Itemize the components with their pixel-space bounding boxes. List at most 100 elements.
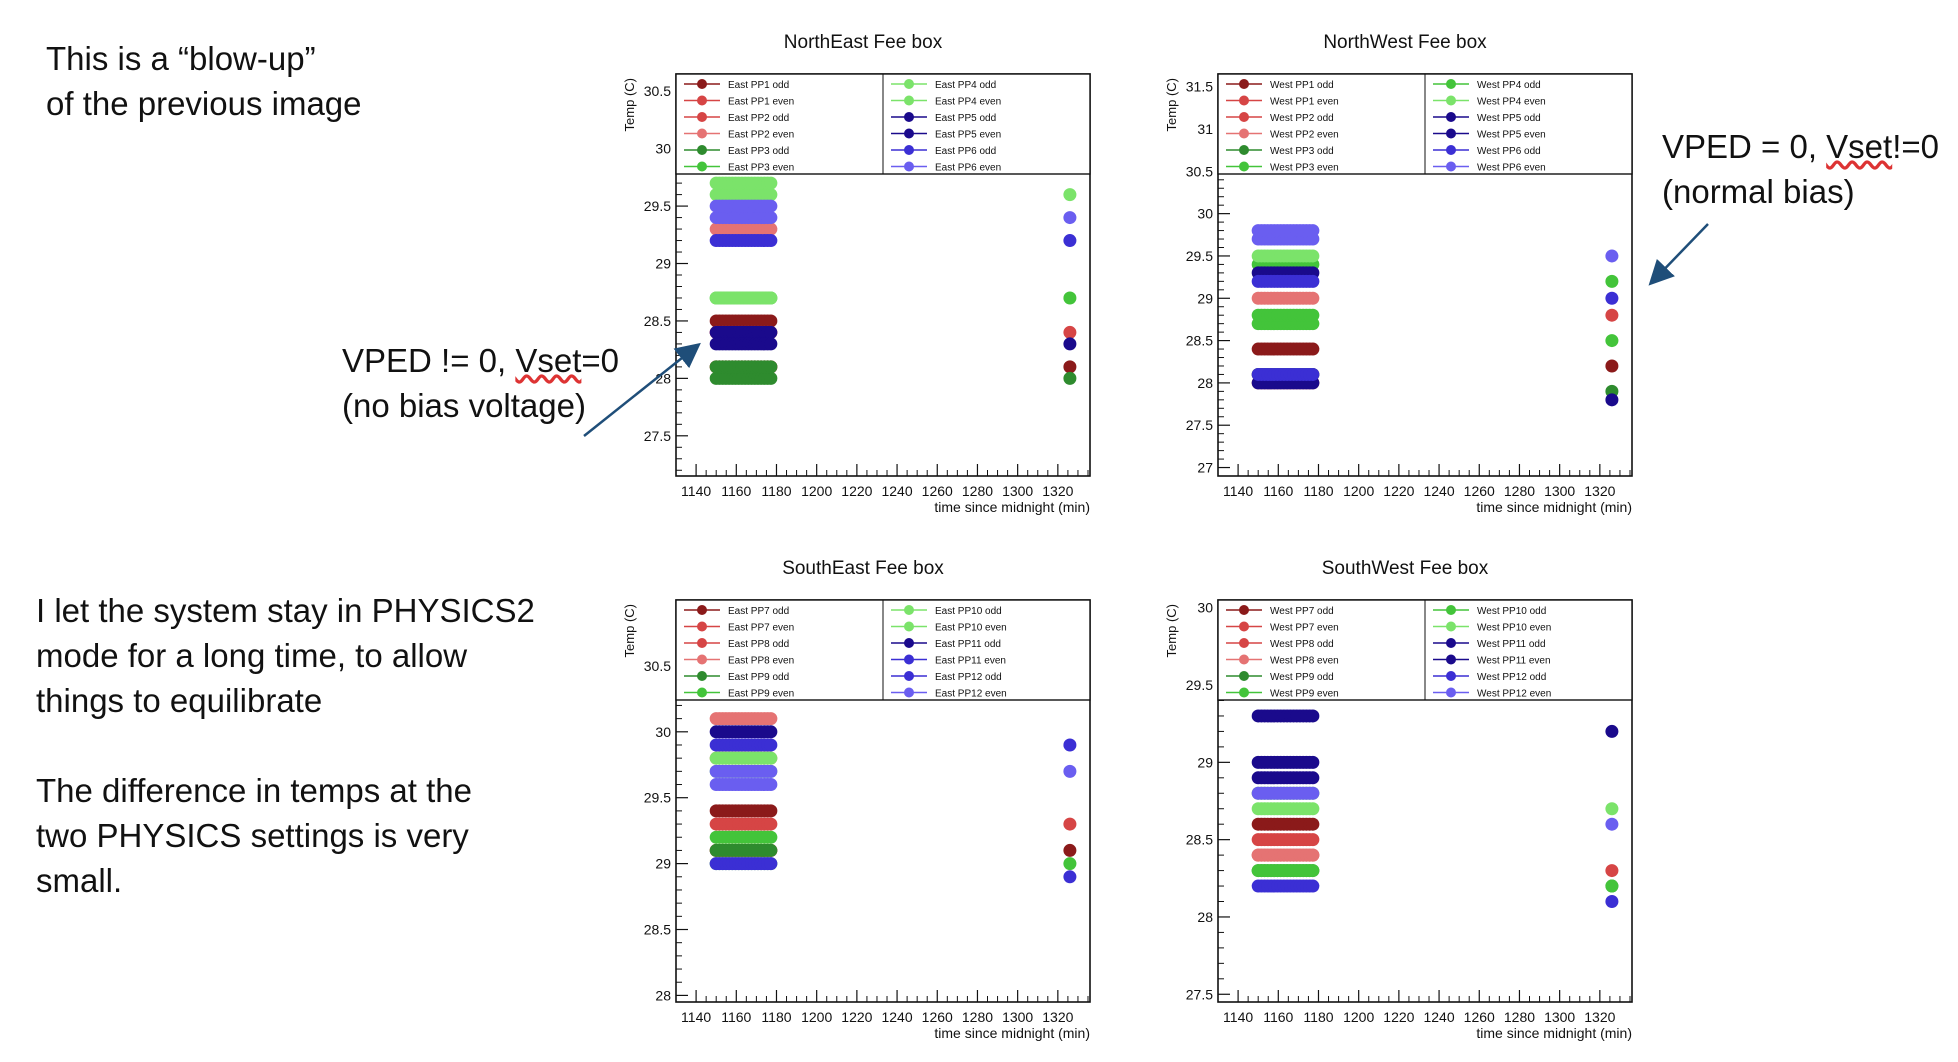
legend-marker <box>1446 145 1456 155</box>
legend-marker <box>904 95 914 106</box>
y-tick-label: 30 <box>1197 600 1213 616</box>
data-point <box>764 843 778 857</box>
legend-entry: East PP11 even <box>891 654 1006 667</box>
legend-marker <box>697 621 707 632</box>
series-west-pp9-even <box>1251 864 1619 893</box>
legend-label: West PP7 even <box>1270 623 1339 634</box>
legend-entry: West PP9 odd <box>1226 671 1334 683</box>
legend-entry: East PP9 odd <box>684 671 789 683</box>
legend-marker <box>904 128 914 139</box>
data-point <box>764 857 778 871</box>
data-point <box>764 211 778 225</box>
x-tick-label: 1160 <box>721 483 751 499</box>
legend-label: East PP8 odd <box>728 639 789 650</box>
x-tick-label: 1280 <box>962 1009 993 1025</box>
legend-entry: East PP12 odd <box>891 671 1002 683</box>
legend-label: West PP12 even <box>1477 689 1551 700</box>
series-east-pp6-odd <box>709 234 1077 248</box>
legend-marker <box>697 145 707 155</box>
x-tick-label: 1300 <box>1002 1009 1033 1025</box>
y-tick-label: 30 <box>1197 206 1213 222</box>
legend-label: West PP3 even <box>1270 163 1339 174</box>
series-east-pp11-odd <box>709 725 778 739</box>
x-tick-label: 1140 <box>681 483 711 499</box>
legend-label: East PP10 even <box>935 623 1007 634</box>
legend-marker <box>904 638 914 648</box>
data-point <box>764 712 778 726</box>
y-tick-label: 27.5 <box>644 428 671 444</box>
legend-entry: West PP12 odd <box>1433 671 1546 683</box>
legend-entry: West PP10 odd <box>1433 605 1546 617</box>
legend-entry: East PP6 even <box>891 161 1001 174</box>
data-point <box>1306 367 1320 381</box>
legend-label: West PP4 odd <box>1477 80 1541 91</box>
legend-label: West PP9 odd <box>1270 672 1334 683</box>
x-tick-label: 1300 <box>1002 483 1033 499</box>
legend-entry: East PP2 odd <box>684 112 789 124</box>
data-point <box>1605 724 1619 738</box>
x-tick-label: 1160 <box>1263 483 1293 499</box>
data-point <box>764 360 778 374</box>
chart-title: NorthWest Fee box <box>1323 32 1487 53</box>
x-tick-label: 1180 <box>761 483 791 499</box>
x-tick-label: 1240 <box>1423 483 1454 499</box>
legend-marker <box>697 638 707 648</box>
legend-entry: West PP6 odd <box>1433 145 1541 157</box>
y-tick-label: 30.5 <box>644 83 671 99</box>
legend-marker <box>1446 79 1456 89</box>
data-point <box>1605 895 1619 908</box>
legend-label: East PP3 even <box>728 163 794 174</box>
arrow-to-northwest <box>1648 223 1709 286</box>
data-point <box>1063 764 1077 778</box>
series-west-pp6-odd <box>1251 274 1619 381</box>
legend-label: East PP9 even <box>728 689 794 700</box>
legend-label: West PP5 odd <box>1477 113 1541 124</box>
series-east-pp2-even <box>709 222 778 236</box>
legend-entry: West PP8 odd <box>1226 638 1334 650</box>
note-physics: I let the system stay in PHYSICS2 mode f… <box>36 588 535 723</box>
x-tick-label: 1200 <box>1343 483 1374 499</box>
x-axis-label: time since midnight (min) <box>1476 499 1632 515</box>
note-line: things to equilibrate <box>36 682 323 719</box>
data-point <box>1605 393 1619 407</box>
legend-entry: West PP5 odd <box>1433 112 1541 124</box>
note-no-bias: VPED != 0, Vset=0 (no bias voltage) <box>342 338 619 428</box>
legend-entry: East PP7 odd <box>684 605 789 617</box>
x-tick-label: 1260 <box>1464 483 1495 499</box>
y-axis-label: Temp (C) <box>622 78 637 131</box>
data-point <box>764 337 778 351</box>
series-east-pp5-odd <box>709 325 1077 351</box>
y-tick-label: 28 <box>655 370 671 386</box>
legend-marker <box>1239 161 1249 172</box>
note-blowup: This is a “blow-up” of the previous imag… <box>46 36 362 126</box>
legend-label: East PP8 even <box>728 656 794 667</box>
note-line: two PHYSICS settings is very <box>36 817 469 854</box>
y-tick-label: 30.5 <box>1186 163 1213 179</box>
data-point <box>1063 325 1077 339</box>
legend-entry: West PP2 even <box>1226 128 1339 141</box>
y-tick-label: 28.5 <box>644 313 671 329</box>
legend-label: East PP6 odd <box>935 146 996 157</box>
legend-label: West PP8 odd <box>1270 639 1334 650</box>
legend-entry: East PP3 even <box>684 161 794 174</box>
x-tick-label: 1220 <box>1383 1009 1414 1025</box>
legend-marker <box>697 605 707 615</box>
series-west-pp7-odd <box>1251 817 1320 831</box>
data-point <box>1306 274 1320 288</box>
y-tick-label: 29 <box>655 256 671 272</box>
legend-label: West PP7 odd <box>1270 606 1334 617</box>
legend-marker <box>1446 654 1456 665</box>
legend-marker <box>904 687 914 698</box>
y-tick-label: 29 <box>1197 290 1213 306</box>
data-point <box>1605 274 1619 288</box>
legend-marker <box>1239 605 1249 615</box>
note-line: (normal bias) <box>1662 173 1855 210</box>
note-line: small. <box>36 862 123 899</box>
note-line: I let the system stay in PHYSICS2 <box>36 592 535 629</box>
legend-marker <box>1446 128 1456 139</box>
x-tick-label: 1240 <box>1423 1009 1454 1025</box>
legend-marker <box>1239 687 1249 698</box>
legend-marker <box>1446 671 1456 681</box>
legend-label: West PP1 odd <box>1270 80 1334 91</box>
legend-entry: East PP9 even <box>684 687 794 700</box>
